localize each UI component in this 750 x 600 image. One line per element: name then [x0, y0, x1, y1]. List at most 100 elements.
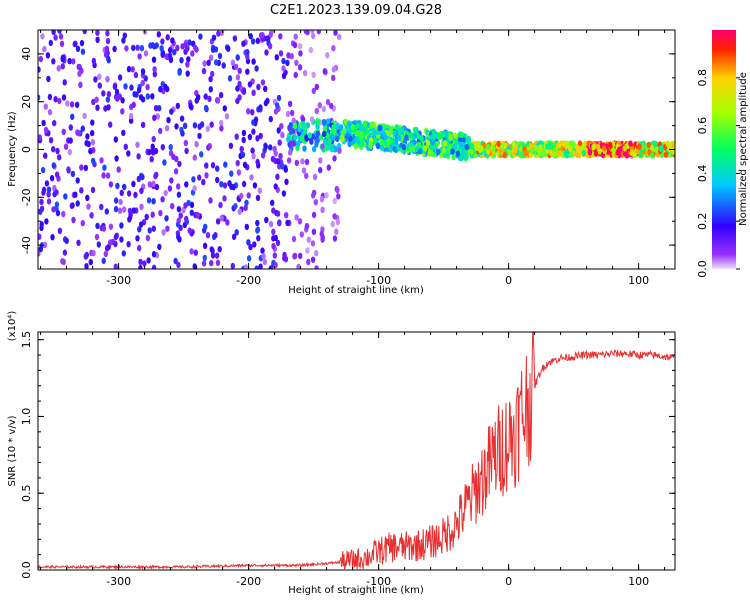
heatmap-cell: [306, 236, 311, 243]
heatmap-cell: [325, 132, 330, 139]
heatmap-cell: [241, 40, 246, 47]
heatmap-cell: [150, 93, 155, 100]
heatmap-cell: [491, 145, 496, 152]
heatmap-cell: [38, 94, 41, 101]
heatmap-cell: [317, 102, 322, 109]
heatmap-cell: [444, 130, 449, 138]
heatmap-cell: [84, 140, 89, 147]
heatmap-cell: [117, 207, 123, 214]
heatmap-cell: [103, 250, 109, 258]
heatmap-cell: [314, 250, 319, 257]
heatmap-cell: [255, 158, 260, 166]
heatmap-cell: [112, 83, 118, 90]
heatmap-cell: [133, 71, 139, 79]
heatmap-cell: [175, 44, 180, 52]
heatmap-cell: [350, 123, 356, 131]
heatmap-cell: [646, 141, 651, 149]
heatmap-cell: [97, 73, 102, 80]
heatmap-cell: [276, 94, 282, 102]
heatmap-cell: [118, 198, 123, 206]
heatmap-cell: [185, 45, 190, 52]
heatmap-cell: [199, 151, 204, 158]
heatmap-cell: [40, 166, 46, 174]
heatmap-cell: [219, 125, 224, 132]
heatmap-cell: [581, 149, 587, 156]
heatmap-cell: [208, 54, 214, 61]
heatmap-cell: [408, 146, 414, 153]
heatmap-cell: [278, 50, 284, 57]
heatmap-cell: [135, 141, 140, 148]
heatmap-cell: [331, 74, 336, 82]
heatmap-cell: [253, 116, 259, 123]
heatmap-cell: [306, 258, 311, 266]
heatmap-cell: [113, 205, 119, 213]
heatmap-cell: [43, 126, 49, 134]
heatmap-cell: [205, 125, 210, 132]
heatmap-cell: [91, 57, 97, 65]
heatmap-cell: [48, 39, 53, 47]
heatmap-cell: [419, 135, 424, 142]
heatmap-cell: [152, 71, 157, 78]
heatmap-cell: [552, 146, 557, 154]
heatmap-cell: [298, 50, 303, 57]
heatmap-cell: [82, 112, 87, 120]
heatmap-cell: [140, 121, 146, 129]
heatmap-cell: [452, 143, 458, 150]
heatmap-cell: [568, 145, 573, 152]
heatmap-cell: [147, 227, 152, 234]
heatmap-cell: [225, 219, 230, 226]
heatmap-cell: [271, 242, 276, 250]
heatmap-cell: [256, 235, 261, 242]
heatmap-cell: [210, 252, 216, 259]
heatmap-cell: [76, 63, 81, 71]
heatmap-cell: [139, 221, 144, 228]
heatmap-cell: [79, 164, 84, 171]
heatmap-cell: [160, 144, 165, 151]
heatmap-cell: [113, 93, 119, 101]
heatmap-cell: [280, 131, 285, 139]
heatmap-xtick-label-1: -200: [236, 274, 261, 287]
heatmap-cell: [322, 138, 328, 145]
heatmap-cell: [210, 44, 216, 52]
heatmap-cell: [382, 132, 387, 139]
heatmap-cell: [461, 136, 466, 143]
heatmap-cell: [334, 228, 339, 235]
heatmap-cell: [347, 120, 352, 128]
heatmap-cell: [314, 107, 319, 115]
heatmap-cell: [448, 134, 453, 141]
heatmap-cell: [219, 181, 224, 188]
heatmap-cell: [155, 113, 160, 120]
heatmap-cell: [192, 263, 197, 269]
heatmap-cell: [108, 181, 114, 188]
heatmap-cell: [234, 133, 239, 140]
heatmap-cell: [284, 178, 289, 185]
heatmap-cell: [165, 225, 170, 232]
heatmap-cell: [455, 150, 461, 157]
heatmap-cell: [286, 136, 291, 143]
heatmap-cell: [293, 33, 298, 40]
heatmap-cell: [310, 240, 316, 247]
heatmap-cell: [152, 43, 157, 50]
heatmap-cell: [90, 186, 96, 194]
heatmap-cell: [131, 180, 136, 188]
heatmap-cell: [331, 124, 336, 131]
heatmap-cell: [59, 40, 65, 47]
heatmap-cell: [114, 88, 120, 96]
heatmap-cell: [314, 141, 319, 148]
heatmap-cell: [223, 161, 228, 168]
heatmap-cell: [459, 131, 465, 138]
heatmap-cell: [79, 39, 85, 47]
heatmap-cell: [163, 189, 168, 197]
heatmap-cell: [446, 144, 452, 151]
heatmap-cell: [209, 259, 214, 267]
heatmap-cell: [335, 135, 340, 143]
heatmap-cell: [47, 109, 53, 116]
heatmap-cell: [38, 134, 42, 141]
heatmap-cell: [304, 222, 310, 230]
heatmap-cell: [235, 97, 240, 105]
heatmap-cell: [292, 41, 298, 49]
heatmap-cell: [203, 223, 208, 230]
heatmap-cell: [278, 33, 283, 40]
heatmap-cell: [311, 87, 316, 95]
heatmap-cell: [315, 130, 321, 137]
